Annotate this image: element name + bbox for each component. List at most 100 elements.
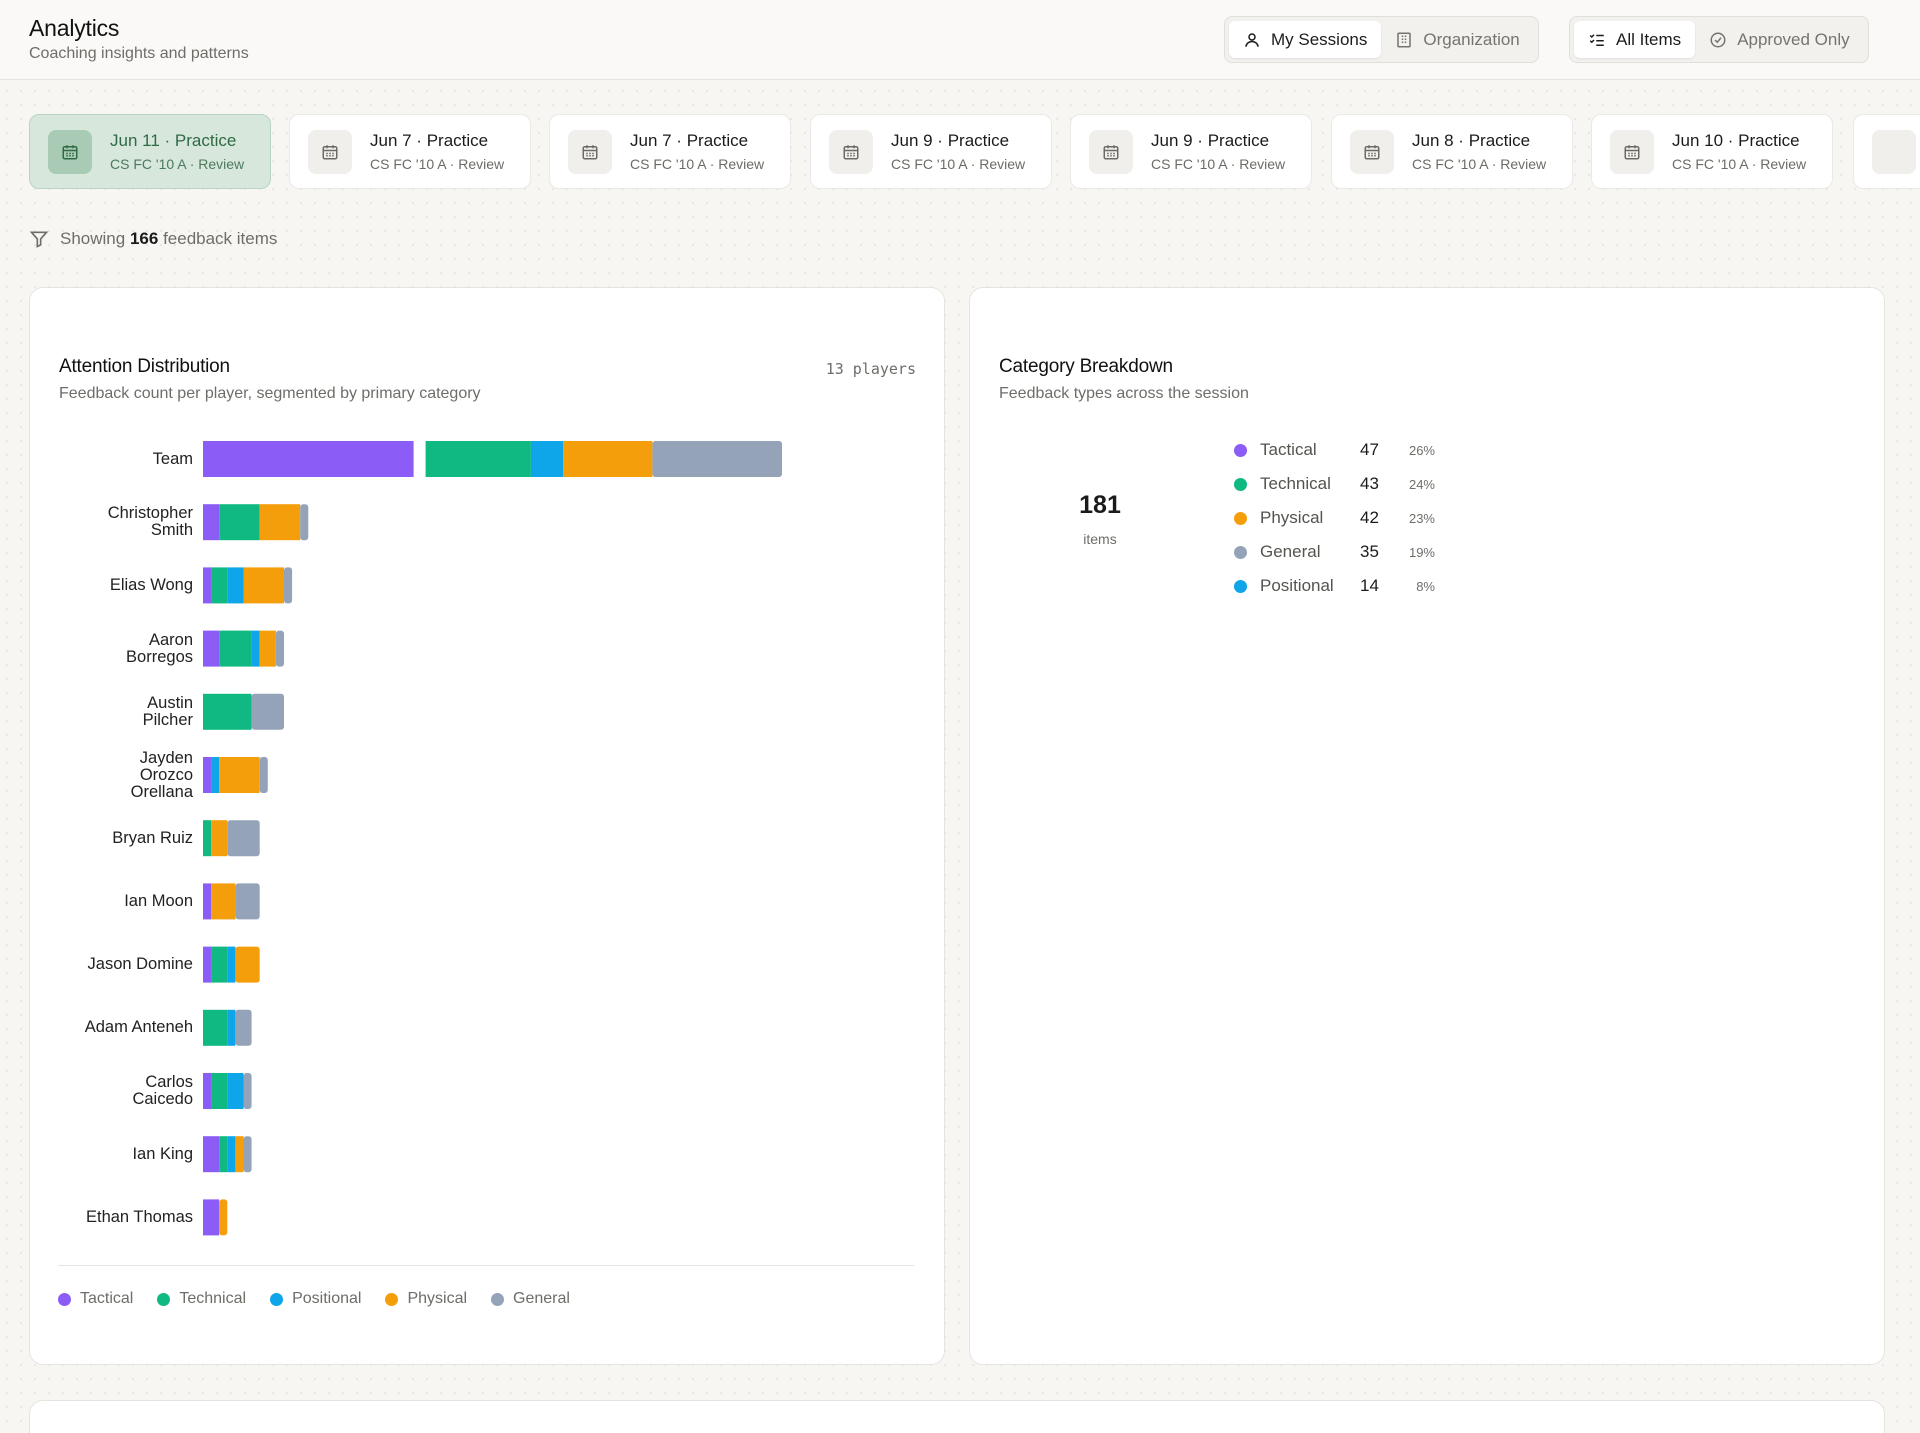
breakdown-title: Category Breakdown [999,356,1173,377]
bar-segment-general[interactable] [284,567,293,604]
bar-segment-technical[interactable] [211,1073,228,1109]
bar-segment-general[interactable] [275,630,284,667]
player-label: Austin Pilcher [142,693,193,729]
bar-segment-physical[interactable] [219,757,260,793]
bar-segment-technical[interactable] [425,441,531,477]
legend-item-general: General [491,1290,570,1308]
feedback-count: 166 [129,229,159,248]
bar-segment-tactical[interactable] [203,504,220,541]
player-label: Ian King [132,1144,193,1163]
legend-item-physical: Physical [385,1290,467,1308]
bar-segment-positional[interactable] [227,1073,244,1109]
session-card[interactable]: Jun 8 · Practice CS FC '10 A · Review [1331,114,1573,189]
calendar-icon [48,129,92,174]
bar-segment-positional[interactable] [211,757,220,793]
attention-bar-chart [203,441,782,1236]
bar-segment-technical[interactable] [211,567,228,604]
top-header: Analytics Coaching insights and patterns… [0,0,1920,80]
session-card[interactable]: Jun 7 · Practice CS FC '10 A · Review [289,114,531,189]
bar-segment-general[interactable] [243,1136,252,1173]
bar-segment-general[interactable] [259,757,268,793]
attention-legend: Tactical Technical Positional Physical G… [58,1290,570,1308]
breakdown-row-physical: Physical 42 23% [1234,508,1435,528]
all-items-label: All Items [1616,29,1682,49]
bar-segment-general[interactable] [235,1009,252,1046]
bar-segment-tactical[interactable] [203,441,414,477]
legend-item-positional: Positional [270,1290,361,1308]
calendar-icon [1610,129,1654,174]
bar-segment-tactical[interactable] [203,757,212,793]
player-label: Bryan Ruiz [112,828,193,847]
session-card[interactable]: Jun 11 · Practice CS FC '10 A · Review [29,114,271,189]
bar-segment-tactical[interactable] [203,1136,220,1173]
bar-segment-physical[interactable] [219,1199,228,1236]
bar-segment-tactical[interactable] [203,1199,220,1236]
bar-segment-tactical[interactable] [203,630,220,667]
calendar-icon [1872,129,1916,174]
bar-segment-physical[interactable] [563,441,653,477]
bar-segment-technical[interactable] [203,820,212,857]
bar-segment-technical[interactable] [219,630,252,667]
session-card[interactable]: Jun 10 · Practice CS FC '10 A · Review [1591,114,1833,189]
session-carousel: Jun 11 · Practice CS FC '10 A · Review Ju… [29,114,1920,190]
bar-segment-general[interactable] [235,883,260,920]
approved-only-label: Approved Only [1737,29,1850,49]
breakdown-row-positional: Positional 14 8% [1234,576,1435,596]
bar-segment-tactical[interactable] [203,1073,212,1109]
bar-segment-technical[interactable] [219,504,260,541]
breakdown-row-tactical: Tactical 47 26% [1234,440,1435,460]
legend-divider [58,1265,914,1266]
session-subtitle: CS FC '10 A · Review [891,156,1026,172]
approved-only-button[interactable]: Approved Only [1695,21,1863,58]
bar-segment-positional[interactable] [227,946,236,983]
bar-segment-positional[interactable] [227,1009,236,1046]
session-card[interactable]: Jun 9 · Practice CS FC '10 A · Review [810,114,1052,189]
bar-segment-general[interactable] [300,504,309,541]
feedback-count-line: Showing 166 feedback items [29,229,277,249]
bar-segment-physical[interactable] [211,883,236,920]
bar-segment-physical[interactable] [235,1136,244,1173]
bar-segment-positional[interactable] [227,567,244,604]
bar-segment-positional[interactable] [251,630,260,667]
bar-segment-physical[interactable] [259,630,276,667]
breakdown-legend: Tactical 47 26% Technical 43 24% Physical 42 2… [1234,440,1534,640]
bar-segment-general[interactable] [652,441,782,477]
my-sessions-button[interactable]: My Sessions [1229,21,1382,58]
session-title: Jun 10 · Practice [1672,131,1800,150]
user-icon [1245,32,1259,47]
player-label: Team [152,449,193,468]
bar-segment-technical[interactable] [203,1009,228,1046]
session-title: Jun 9 · Practice [1151,131,1270,150]
session-card[interactable]: Jun 9 · Practice CS FC '10 A · Review [1070,114,1312,189]
player-label: Jayden Orozco Orellana [130,748,193,801]
bar-segment-general[interactable] [251,693,284,730]
bar-segment-physical[interactable] [259,504,301,541]
bar-segment-positional[interactable] [530,441,564,477]
bar-segment-technical[interactable] [203,693,252,730]
bar-segment-positional[interactable] [227,1136,236,1173]
calendar-icon [1350,129,1394,174]
bar-segment-tactical[interactable] [203,567,212,604]
bar-segment-physical[interactable] [235,946,260,983]
session-title: Jun 11 · Practice [110,131,237,150]
player-label: Aaron Borregos [126,630,193,666]
building-icon [1397,32,1412,47]
bar-segment-technical[interactable] [219,1136,228,1173]
bar-segment-technical[interactable] [211,946,228,983]
showing-prefix: Showing [60,229,126,248]
organization-button[interactable]: Organization [1381,21,1533,58]
page-subtitle: Coaching insights and patterns [29,45,249,62]
calendar-icon [308,129,352,174]
all-items-button[interactable]: All Items [1574,21,1696,58]
session-card-partial[interactable] [1853,114,1920,189]
bar-segment-general[interactable] [243,1073,252,1109]
session-card[interactable]: Jun 7 · Practice CS FC '10 A · Review [549,114,791,189]
filter-icon [29,231,49,248]
bar-segment-general[interactable] [227,820,260,857]
bar-segment-tactical[interactable] [203,883,212,920]
bar-segment-physical[interactable] [243,567,285,604]
session-subtitle: CS FC '10 A · Review [1672,156,1807,172]
bar-segment-tactical[interactable] [203,946,212,983]
category-breakdown-card: Category Breakdown Feedback types across… [969,287,1885,1365]
bar-segment-physical[interactable] [211,820,228,857]
